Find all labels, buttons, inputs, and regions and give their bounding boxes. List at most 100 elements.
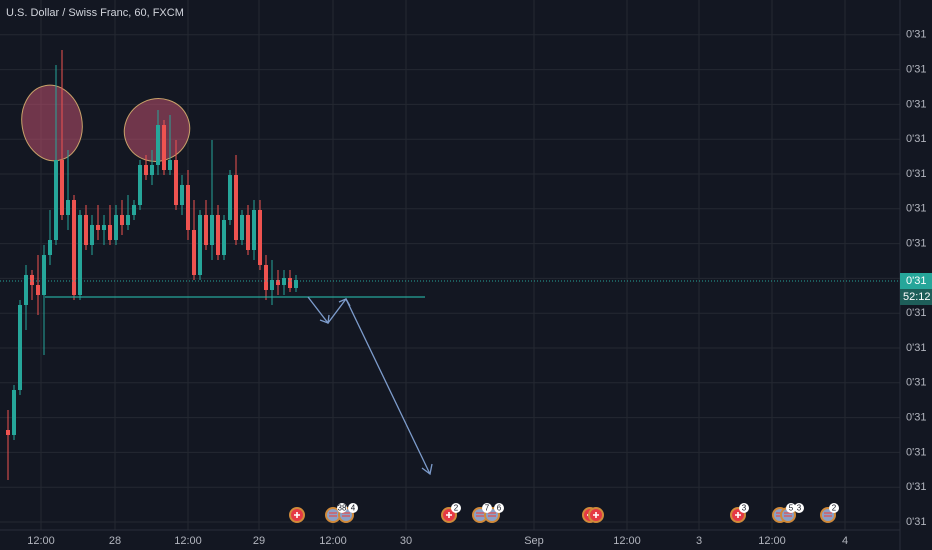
candle-body [204, 215, 208, 245]
event-cross [294, 512, 300, 518]
candle-body [246, 215, 250, 250]
y-tick-label: 0'31 [906, 412, 926, 424]
y-tick-label: 0'31 [906, 168, 926, 180]
candle-body [198, 215, 202, 275]
candle-body [180, 185, 184, 205]
candle-body [6, 430, 10, 435]
y-tick-label: 0'31 [906, 446, 926, 458]
event-count: 3 [797, 504, 802, 513]
event-count-bubble [451, 503, 461, 513]
arrow-head [338, 298, 351, 307]
last-price-label: 0'31 [906, 275, 926, 287]
x-tick-label: 12:00 [613, 535, 641, 547]
event-cross [735, 512, 741, 518]
event-count: 6 [497, 504, 502, 513]
candle-body [210, 215, 214, 245]
event-count-bubble [494, 503, 504, 513]
candle-body [156, 125, 160, 165]
candle-body [258, 210, 262, 265]
candle-body [42, 255, 46, 295]
y-tick-label: 0'31 [906, 307, 926, 319]
event-count-bubble [482, 503, 492, 513]
y-tick-label: 0'31 [906, 342, 926, 354]
x-tick-label: Sep [524, 535, 544, 547]
event-count: 5 [789, 504, 794, 513]
event-flag [329, 512, 337, 517]
arrow-head [319, 314, 330, 324]
event-count-bubble [348, 503, 358, 513]
candle-body [174, 160, 178, 205]
x-tick-label: 30 [400, 535, 412, 547]
candle-body [216, 215, 220, 255]
candle-body [294, 280, 298, 288]
event-count: 4 [351, 504, 356, 513]
event-count: 2 [832, 504, 837, 513]
projection-arrows [307, 296, 433, 476]
y-tick-label: 0'31 [906, 203, 926, 215]
candle-body [72, 200, 76, 295]
event-badges: 38 4 2 7 6 3 5 3 2 [289, 503, 839, 523]
candle-body [240, 215, 244, 240]
candle-body [66, 200, 70, 215]
x-tick-label: 12:00 [758, 535, 786, 547]
event-cross [446, 512, 452, 518]
event-flag [476, 512, 484, 517]
candle-body [186, 185, 190, 230]
x-tick-label: 12:00 [174, 535, 202, 547]
candle-body [252, 210, 256, 250]
candle-body [234, 175, 238, 240]
candle-body [24, 275, 28, 305]
candle-body [150, 165, 154, 175]
event-flag [824, 512, 832, 517]
candle-body [132, 205, 136, 215]
candle-body [30, 275, 34, 285]
y-tick-label: 0'31 [906, 377, 926, 389]
event-count-bubble [786, 503, 796, 513]
x-tick-label: 3 [696, 535, 702, 547]
candle-body [18, 305, 22, 390]
arrow-path [307, 296, 431, 475]
grid [0, 0, 900, 530]
candle-body [168, 160, 172, 170]
last-price-box [900, 273, 932, 289]
y-tick-label: 0'31 [906, 29, 926, 41]
candle-body [60, 160, 64, 215]
candle-body [90, 225, 94, 245]
candle-body [126, 215, 130, 225]
candle-body [102, 225, 106, 230]
event-count: 7 [485, 504, 490, 513]
candle-body [114, 215, 118, 240]
candle-body [288, 278, 292, 288]
highlight-ellipse [21, 84, 83, 162]
candle-body [96, 225, 100, 230]
x-tick-label: 4 [842, 535, 848, 547]
event-count-bubble [829, 503, 839, 513]
candle-body [120, 215, 124, 225]
event-count: 38 [338, 504, 347, 513]
x-tick-label: 12:00 [27, 535, 55, 547]
x-tick-label: 28 [109, 535, 121, 547]
candle-body [138, 165, 142, 205]
candle-body [222, 220, 226, 255]
candle-body [282, 278, 286, 285]
candle-body [162, 125, 166, 170]
candle-body [144, 165, 148, 175]
candles [6, 50, 298, 480]
event-count-bubble [739, 503, 749, 513]
event-flag [488, 512, 496, 517]
candle-body [228, 175, 232, 220]
event-flag [784, 512, 792, 517]
countdown: 52:12 [903, 291, 931, 303]
event-flag [342, 512, 350, 517]
event-count-bubble [337, 503, 347, 513]
candle-body [48, 240, 52, 255]
candle-body [276, 280, 280, 285]
event-count-bubble [794, 503, 804, 513]
candle-body [54, 160, 58, 240]
event-cross [593, 512, 599, 518]
chart-title: U.S. Dollar / Swiss Franc, 60, FXCM [6, 7, 184, 19]
countdown-box [900, 289, 932, 305]
candle-body [264, 265, 268, 290]
